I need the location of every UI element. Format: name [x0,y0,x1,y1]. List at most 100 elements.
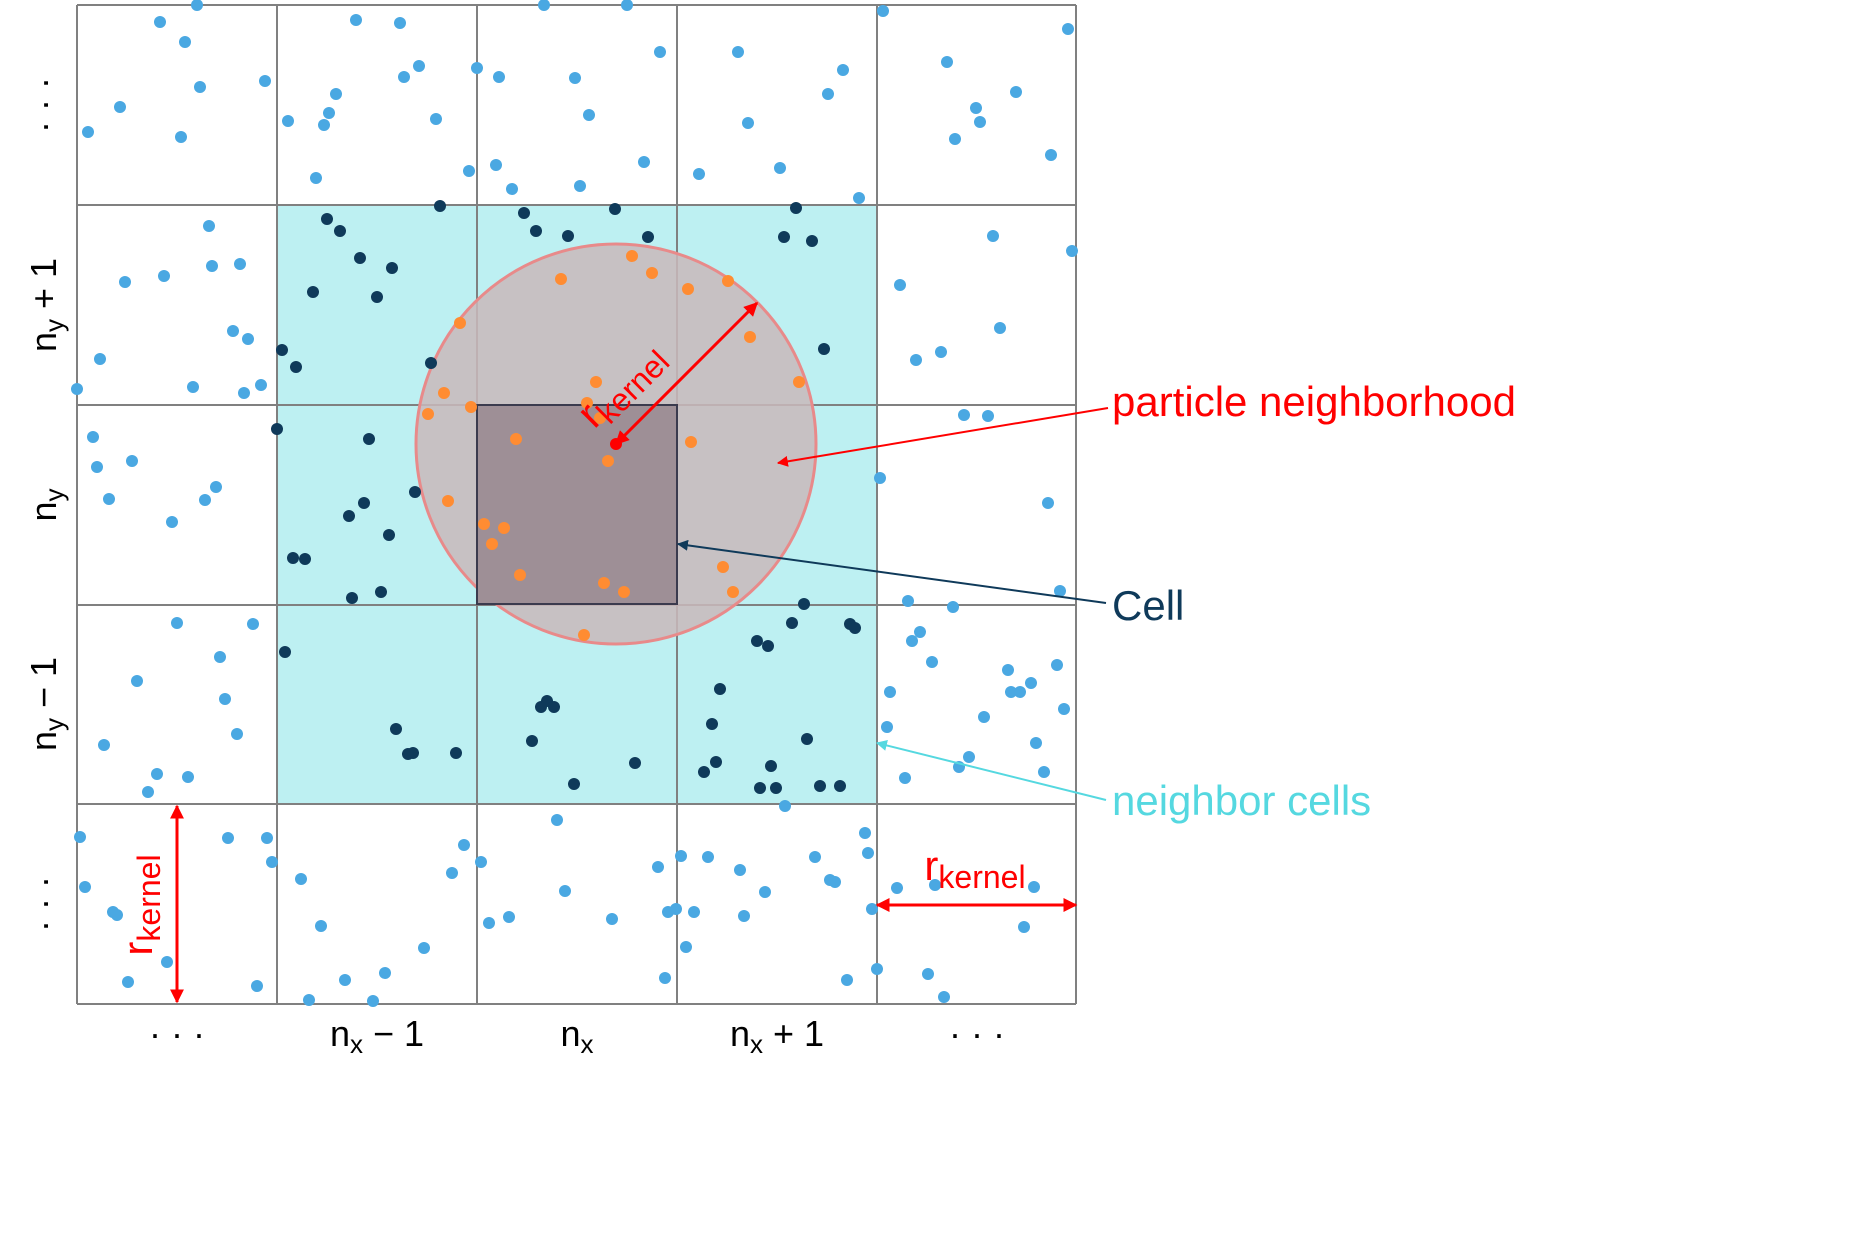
particle-far [837,64,849,76]
particle-far [938,991,950,1003]
particle-neighbor-cell [770,782,782,794]
particle-far [734,864,746,876]
particle-far [493,71,505,83]
rkernel-label-bottom: rkernel [924,842,1025,895]
particle-in-radius [578,629,590,641]
particle-far [490,159,502,171]
particle-far [902,595,914,607]
particle-far [74,831,86,843]
particle-far [693,168,705,180]
particle-in-radius [618,586,630,598]
particle-neighbor-cell [390,723,402,735]
particle-far [1038,766,1050,778]
particle-far [874,472,886,484]
particle-far [187,381,199,393]
particle-in-radius [685,436,697,448]
particle-far [1058,703,1070,715]
particle-far [206,260,218,272]
particle-neighbor-cell [714,683,726,695]
particle-neighbor-cell [834,780,846,792]
particle-neighbor-cell [548,701,560,713]
particle-far [259,75,271,87]
particle-far [1002,664,1014,676]
particle-far [926,656,938,668]
particle-neighbor-cell [518,207,530,219]
particle-far [1005,686,1017,698]
column-label: nx − 1 [330,1013,424,1059]
particle-far [458,839,470,851]
column-labels: · · · nx − 1 nx nx + 1 · · · [149,1013,1005,1059]
particle-neighbor-cell [290,361,302,373]
particle-far [310,172,322,184]
particle-far [841,974,853,986]
particle-neighbor-cell [434,200,446,212]
particle-in-radius [510,433,522,445]
particle-neighbor-cell [375,586,387,598]
particle-neighbor-cell [354,252,366,264]
particle-far [475,856,487,868]
particle-neighbor-cell [754,782,766,794]
particle-far [350,14,362,26]
particle-far [119,276,131,288]
particle-far [680,941,692,953]
particle-far [914,626,926,638]
particle-in-radius [555,273,567,285]
particle-far [166,516,178,528]
particle-in-radius [454,317,466,329]
particle-far [654,46,666,58]
cell-pointer [676,539,1107,604]
particle-far [323,107,335,119]
particle-far [394,17,406,29]
particle-far [779,800,791,812]
particle-neighbor-cell [706,718,718,730]
column-label: nx [560,1013,593,1059]
particle-far [175,131,187,143]
particle-neighbor-cell [710,756,722,768]
particle-neighbor-cell [535,701,547,713]
particle-far [551,814,563,826]
particle-far [1018,921,1030,933]
particle-neighbor-cell [629,757,641,769]
particle-neighbor-cell [849,622,861,634]
particle-in-radius [722,275,734,287]
particle-neighbor-cell [609,203,621,215]
particle-far [122,976,134,988]
particle-far [652,861,664,873]
particle-far [947,601,959,613]
particle-far [866,903,878,915]
particle-far [982,410,994,422]
row-label: ny + 1 [23,258,69,352]
particle-far [251,980,263,992]
particle-far [94,353,106,365]
particle-far [638,156,650,168]
particle-neighbor-cell [346,592,358,604]
particle-far [315,920,327,932]
particle-far [194,81,206,93]
particle-far [935,346,947,358]
particle-neighbor-cell [762,640,774,652]
particle-far [1010,86,1022,98]
particle-far [151,768,163,780]
column-label: · · · [949,1013,1005,1054]
particle-far [430,113,442,125]
particle-far [670,903,682,915]
particle-far [158,270,170,282]
particle-far [242,333,254,345]
particle-far [1014,686,1026,698]
particle-far [809,851,821,863]
row-label: ny [23,488,69,521]
particle-far [203,220,215,232]
particle-in-radius [602,455,614,467]
particle-neighbor-cell [425,357,437,369]
particle-far [1030,737,1042,749]
particle-far [822,88,834,100]
particle-far [891,882,903,894]
particle-in-radius [646,267,658,279]
neighbor-cells-label: neighbor cells [1112,777,1371,824]
particle-in-radius [514,569,526,581]
particle-far [295,873,307,885]
particle-neighborhood-label: particle neighborhood [1112,378,1516,425]
particle-far [987,230,999,242]
row-label: · · · [23,77,64,133]
